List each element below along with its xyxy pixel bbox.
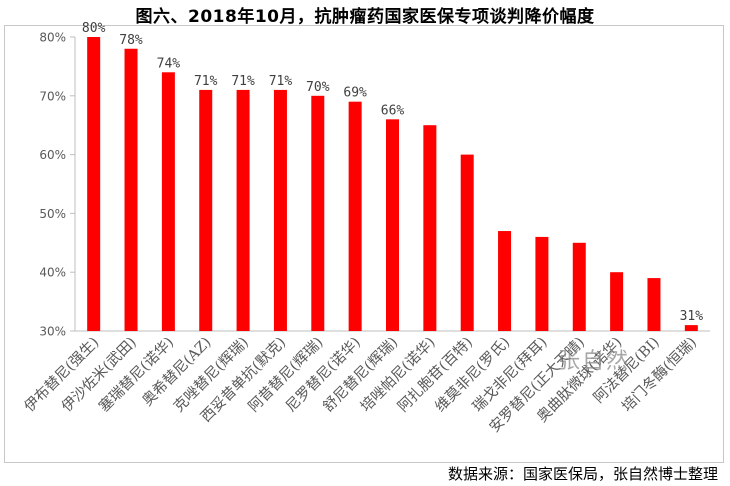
data-label: 69% — [343, 86, 367, 101]
bar — [273, 89, 287, 331]
bar — [460, 154, 474, 331]
bar — [572, 242, 586, 331]
data-label: 70% — [306, 80, 330, 95]
bar — [348, 101, 362, 332]
data-label: 71% — [231, 74, 255, 89]
bar — [647, 278, 661, 331]
data-label: 71% — [269, 74, 293, 89]
y-tick-label: 60% — [39, 148, 66, 162]
bar — [386, 119, 399, 331]
y-tick-label: 50% — [39, 207, 66, 221]
bar — [535, 236, 549, 331]
data-label: 80% — [82, 21, 106, 36]
bar — [124, 48, 138, 331]
data-label: 74% — [157, 56, 181, 71]
y-tick-label: 80% — [39, 31, 66, 45]
chart-title: 图六、2018年10月，抗肿瘤药国家医保专项谈判降价幅度 — [135, 7, 595, 27]
bar — [311, 95, 325, 331]
bar — [423, 125, 437, 331]
bar — [199, 89, 213, 331]
bar — [498, 231, 512, 331]
bar — [161, 72, 175, 331]
y-tick-label: 30% — [39, 325, 66, 339]
y-tick-label: 40% — [39, 266, 66, 280]
source-note: 数据来源：国家医保局，张自然博士整理 — [447, 465, 718, 483]
bar — [87, 37, 101, 331]
bar — [236, 89, 250, 331]
bar — [610, 272, 624, 331]
watermark: 张自然 — [558, 349, 631, 374]
chart-frame — [4, 25, 724, 463]
data-label: 78% — [119, 33, 143, 48]
data-label: 71% — [194, 74, 218, 89]
data-label: 66% — [381, 103, 405, 118]
bar — [684, 325, 698, 331]
y-tick-label: 70% — [39, 89, 66, 103]
data-label: 31% — [680, 309, 704, 324]
